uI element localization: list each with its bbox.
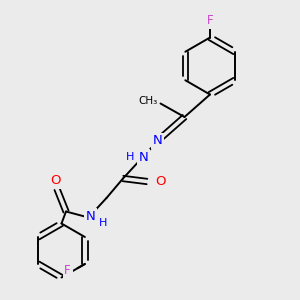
Text: N: N (86, 209, 96, 223)
Text: H: H (126, 152, 135, 162)
Text: N: N (139, 151, 148, 164)
Text: F: F (207, 14, 213, 27)
Text: O: O (50, 174, 61, 187)
Text: H: H (99, 218, 107, 228)
Text: CH₃: CH₃ (138, 96, 158, 106)
Text: F: F (64, 264, 71, 277)
Text: O: O (155, 175, 166, 188)
Text: N: N (153, 134, 162, 148)
